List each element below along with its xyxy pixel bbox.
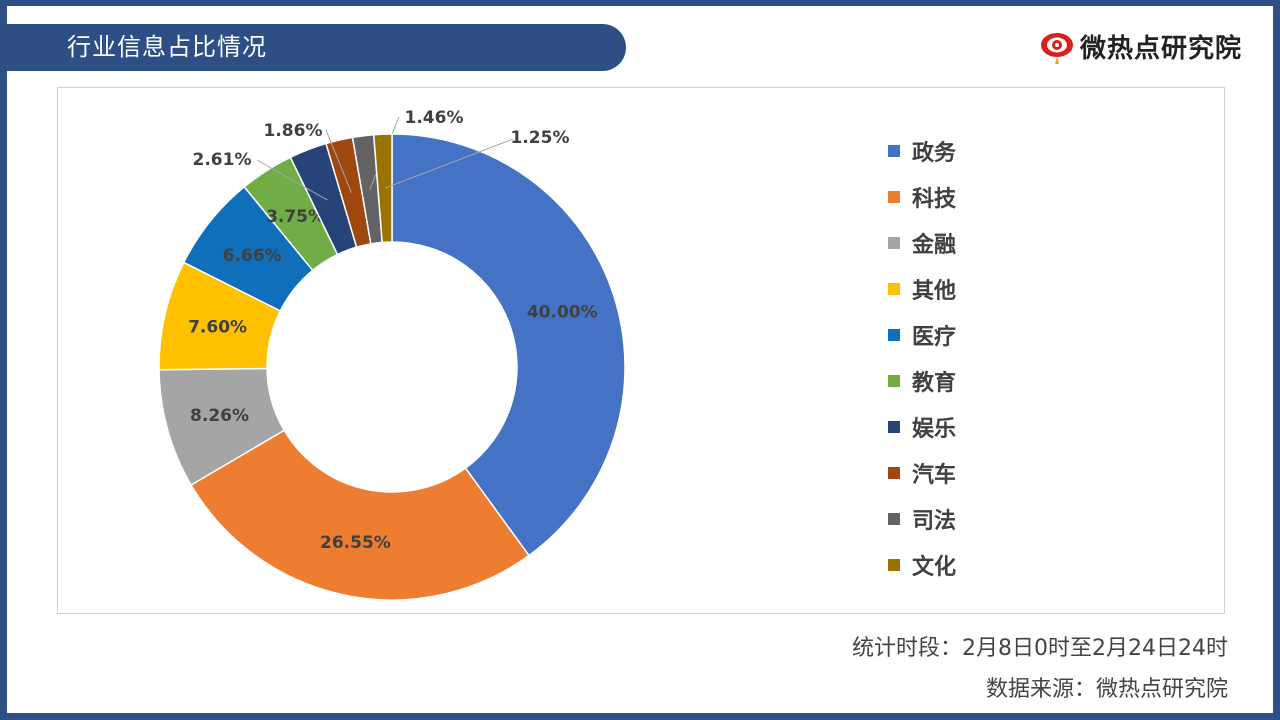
donut-slice-9 — [372, 133, 393, 244]
legend-label: 金融 — [912, 233, 957, 258]
brand-name: 微热点研究院 — [1079, 33, 1242, 64]
data-label-2: 8.26% — [190, 406, 249, 426]
legend-item: 医疗 — [888, 312, 956, 358]
leader-line-7 — [325, 129, 352, 193]
legend-item: 科技 — [888, 174, 956, 220]
data-label-8: 1.46% — [405, 108, 464, 128]
legend-swatch — [888, 237, 900, 249]
page-title: 行业信息占比情况 — [67, 33, 267, 61]
data-label-6: 2.61% — [193, 150, 252, 170]
legend-item: 金融 — [888, 220, 956, 266]
data-label-9: 1.25% — [511, 128, 570, 148]
brand: 微热点研究院 — [1038, 24, 1242, 68]
legend-item: 文化 — [888, 542, 956, 588]
legend-swatch — [888, 329, 900, 341]
data-label-4: 6.66% — [223, 246, 282, 266]
title-bar: 行业信息占比情况 — [7, 24, 626, 71]
legend-swatch — [888, 375, 900, 387]
legend-label: 文化 — [912, 555, 957, 580]
legend-label: 汽车 — [912, 463, 957, 488]
legend-swatch — [888, 283, 900, 295]
donut-slice-0 — [391, 133, 626, 557]
legend-item: 教育 — [888, 358, 956, 404]
legend-label: 其他 — [912, 279, 957, 304]
legend-label: 教育 — [912, 371, 957, 396]
data-label-1: 26.55% — [320, 533, 391, 553]
donut-chart: 40.00% 26.55% 8.26% 7.60% 6.66% 3.75% 2.61% 1.8… — [158, 108, 626, 601]
weibo-eye-logo-icon — [1040, 33, 1073, 64]
legend-swatch — [888, 421, 900, 433]
legend-swatch — [888, 145, 900, 157]
donut-slice-1 — [190, 429, 531, 601]
chart-legend: 政务科技金融其他医疗教育娱乐汽车司法文化 — [888, 128, 956, 588]
legend-item: 娱乐 — [888, 404, 956, 450]
legend-label: 政务 — [912, 141, 957, 166]
legend-swatch — [888, 559, 900, 571]
data-label-0: 40.00% — [527, 303, 598, 323]
legend-swatch — [888, 467, 900, 479]
legend-swatch — [888, 191, 900, 203]
data-label-7: 1.86% — [264, 121, 323, 141]
legend-label: 司法 — [912, 509, 957, 534]
legend-item: 政务 — [888, 128, 956, 174]
data-label-5: 3.75% — [266, 207, 325, 227]
chart-container: 40.00% 26.55% 8.26% 7.60% 6.66% 3.75% 2.61% 1.8… — [57, 87, 1225, 614]
period-note: 统计时段：2月8日0时至2月24日24时 — [852, 636, 1228, 661]
legend-item: 汽车 — [888, 450, 956, 496]
leader-line-9 — [384, 138, 514, 189]
legend-label: 科技 — [912, 187, 957, 212]
legend-item: 司法 — [888, 496, 956, 542]
data-label-3: 7.60% — [188, 318, 247, 338]
legend-item: 其他 — [888, 266, 956, 312]
legend-label: 娱乐 — [912, 417, 957, 442]
source-note: 数据来源：微热点研究院 — [985, 677, 1228, 702]
leader-line-6 — [256, 159, 328, 201]
legend-swatch — [888, 513, 900, 525]
legend-label: 医疗 — [912, 325, 957, 350]
